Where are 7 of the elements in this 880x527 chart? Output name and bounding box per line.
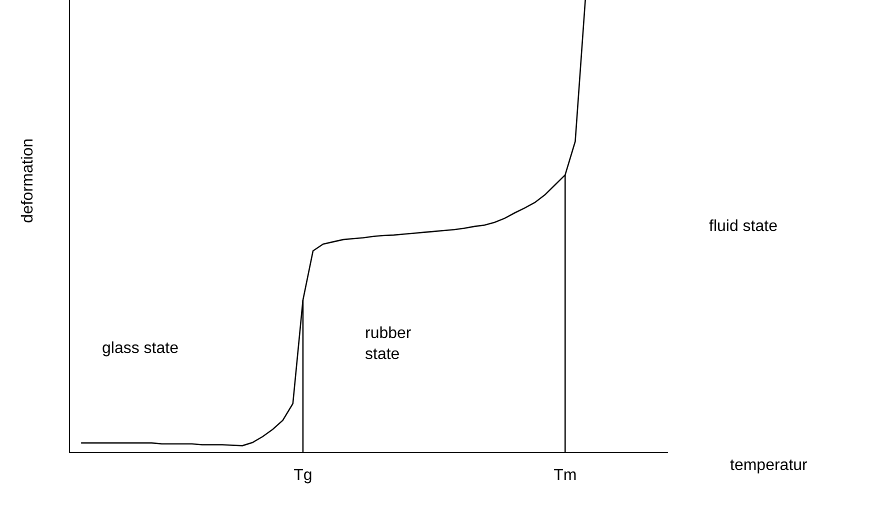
text: fluid state [709, 218, 778, 235]
x-tick-label: Tm [554, 467, 577, 484]
annotation: rubber state [365, 325, 412, 363]
x-tick-label: Tg [294, 467, 312, 484]
annotation: glass state [102, 340, 179, 357]
y-axis-title: deformation [19, 138, 36, 223]
x-axis-title: temperatur [730, 457, 808, 474]
